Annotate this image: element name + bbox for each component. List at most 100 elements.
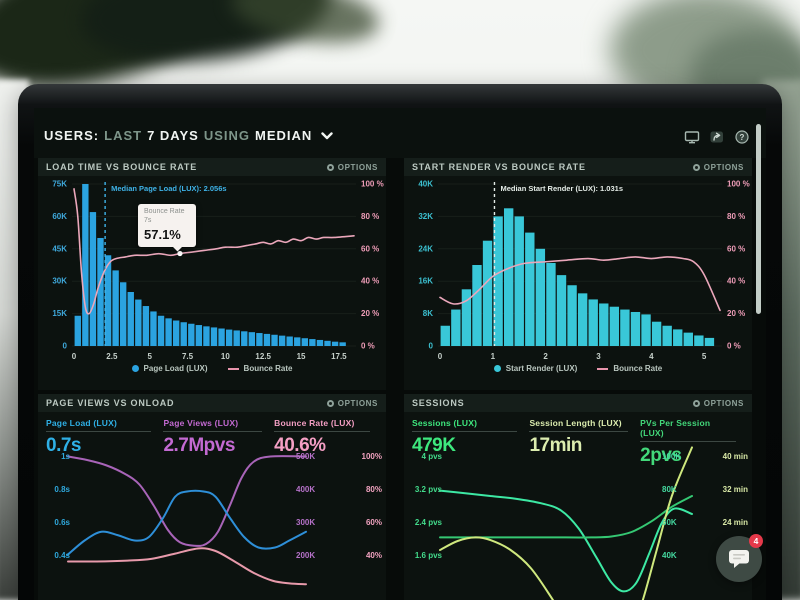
options-button[interactable]: OPTIONS (326, 162, 378, 172)
svg-text:4: 4 (649, 352, 654, 361)
svg-text:80 %: 80 % (727, 212, 745, 221)
y-axis-label-pair: 60K 24 min (662, 518, 748, 527)
help-icon[interactable]: ? (734, 129, 750, 145)
metric: PVs Per Session (LUX) 2pvs (640, 418, 736, 467)
time-range-dropdown[interactable]: USERS: LAST 7 DAYS USING MEDIAN (44, 128, 334, 143)
svg-text:5: 5 (147, 352, 152, 361)
chart-area: Page Load (LUX) 0.7s Page Views (LUX) 2.… (38, 412, 386, 600)
svg-text:7.5: 7.5 (182, 352, 194, 361)
svg-text:100 %: 100 % (727, 180, 750, 189)
laptop-bezel: USERS: LAST 7 DAYS USING MEDIAN (18, 84, 782, 600)
svg-text:Median Start Render (LUX): 1.0: Median Start Render (LUX): 1.031s (500, 184, 623, 193)
metric-value: 479K (412, 435, 456, 456)
options-label: OPTIONS (703, 398, 744, 408)
metric-label: Page Load (LUX) (46, 418, 118, 428)
svg-text:40 %: 40 % (727, 277, 745, 286)
svg-text:17.5: 17.5 (331, 352, 347, 361)
options-button[interactable]: OPTIONS (326, 398, 378, 408)
tooltip-title: Bounce Rate (144, 208, 185, 215)
panel-start-render-vs-bounce-rate: START RENDER VS BOUNCE RATE OPTIONS Medi… (404, 158, 752, 390)
svg-text:0: 0 (72, 352, 77, 361)
svg-text:16K: 16K (418, 277, 433, 286)
chart-area: Median Page Load (LUX): 2.056s 75K 60K 45K 3… (38, 176, 386, 390)
metric-label: Bounce Rate (LUX) (274, 418, 355, 428)
metric-label: PVs Per Session (LUX) (640, 418, 711, 438)
display-icon[interactable] (684, 129, 700, 145)
chart-legend: Start Render (LUX) Bounce Rate (404, 364, 752, 373)
legend-line-swatch (227, 367, 239, 370)
svg-text:0: 0 (429, 342, 434, 351)
svg-text:12.5: 12.5 (255, 352, 271, 361)
metric: Page Views (LUX) 2.7Mpvs (163, 418, 263, 457)
panel-header: LOAD TIME VS BOUNCE RATE OPTIONS (38, 158, 386, 176)
legend-label: Start Render (LUX) (505, 364, 578, 373)
svg-text:45K: 45K (52, 244, 67, 253)
svg-text:20 %: 20 % (361, 309, 379, 318)
metric-value: 2.7Mpvs (163, 435, 235, 456)
metric: Sessions (LUX) 479K (412, 418, 518, 467)
tooltip: Bounce Rate 7s 57.1% (138, 204, 196, 247)
gear-icon (692, 163, 700, 171)
options-button[interactable]: OPTIONS (692, 162, 744, 172)
multi-line-chart (439, 446, 693, 600)
y-axis-label: 2.4 pvs (414, 518, 442, 527)
chevron-down-icon (321, 128, 334, 143)
panel-title: SESSIONS (412, 398, 465, 408)
legend-item: Page Load (LUX) (131, 364, 208, 373)
scrollbar-thumb[interactable] (756, 124, 761, 314)
svg-text:15: 15 (297, 352, 306, 361)
svg-text:24K: 24K (418, 244, 433, 253)
svg-text:1: 1 (491, 352, 496, 361)
metric-headers: Sessions (LUX) 479K Session Length (LUX)… (412, 418, 748, 467)
y-axis-label: 4 pvs (421, 452, 442, 461)
legend-label: Page Load (LUX) (143, 364, 208, 373)
legend-item: Bounce Rate (227, 364, 292, 373)
metric-label: Sessions (LUX) (412, 418, 478, 428)
svg-text:5: 5 (702, 352, 707, 361)
metric-rule (46, 431, 152, 432)
panel-header: PAGE VIEWS VS ONLOAD OPTIONS (38, 394, 386, 412)
y-axis-label-pair: 100K 40 min (662, 452, 748, 461)
chat-button[interactable]: 4 (716, 534, 763, 582)
title-part: LAST (104, 128, 143, 143)
options-button[interactable]: OPTIONS (692, 398, 744, 408)
y-axis-label-pair: 80K 32 min (662, 485, 748, 494)
options-label: OPTIONS (337, 398, 378, 408)
y-axis-label-pair: 500K 100% (296, 452, 382, 461)
gear-icon (692, 399, 700, 407)
chart-area: Median Start Render (LUX): 1.031s 40K 32K 2… (404, 176, 752, 390)
options-label: OPTIONS (337, 162, 378, 172)
svg-text:3: 3 (596, 352, 601, 361)
metric-label: Session Length (LUX) (529, 418, 622, 428)
metric-rule (412, 431, 518, 432)
metric-value: 0.7s (46, 435, 81, 456)
panel-title: LOAD TIME VS BOUNCE RATE (46, 162, 198, 172)
svg-text:15K: 15K (52, 309, 67, 318)
y-axis-label: 1.6 pvs (414, 551, 442, 560)
svg-text:60K: 60K (52, 212, 67, 221)
svg-text:0 %: 0 % (727, 342, 741, 351)
title-part: USERS: (44, 128, 100, 143)
legend-dot-swatch (131, 365, 139, 372)
gear-icon (326, 163, 334, 171)
svg-text:0: 0 (63, 342, 68, 351)
metric-rule (163, 431, 263, 432)
share-icon[interactable] (709, 129, 725, 145)
svg-text:10: 10 (221, 352, 230, 361)
svg-text:60 %: 60 % (727, 244, 745, 253)
svg-text:0 %: 0 % (361, 342, 375, 351)
metric-value: 2pvs (640, 445, 682, 466)
panel-header: START RENDER VS BOUNCE RATE OPTIONS (404, 158, 752, 176)
tooltip-subtitle: 7s (144, 216, 152, 224)
title-part: MEDIAN (255, 128, 313, 143)
y-axis-label: 0.8s (54, 485, 70, 494)
options-label: OPTIONS (703, 162, 744, 172)
metric: Page Load (LUX) 0.7s (46, 418, 152, 457)
metric-value: 40.6% (274, 435, 326, 456)
svg-text:75K: 75K (52, 180, 67, 189)
panel-load-time-vs-bounce-rate: LOAD TIME VS BOUNCE RATE OPTIONS Median … (38, 158, 386, 390)
svg-text:Median Page Load (LUX): 2.056s: Median Page Load (LUX): 2.056s (111, 184, 226, 193)
svg-text:2.5: 2.5 (106, 352, 118, 361)
y-axis-label-pair: 200K 40% (296, 551, 382, 560)
svg-text:2: 2 (543, 352, 548, 361)
